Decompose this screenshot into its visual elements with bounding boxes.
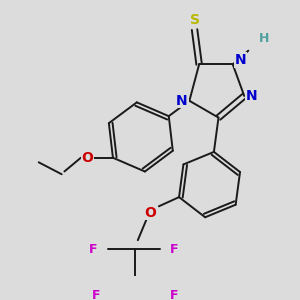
Text: O: O	[81, 151, 93, 165]
Text: H: H	[259, 32, 269, 45]
Text: F: F	[170, 243, 179, 256]
Text: N: N	[246, 89, 257, 103]
Text: S: S	[190, 14, 200, 27]
Text: F: F	[92, 289, 100, 300]
Text: F: F	[170, 289, 179, 300]
Text: N: N	[234, 53, 246, 67]
Text: F: F	[89, 243, 97, 256]
Text: O: O	[144, 206, 156, 220]
Text: N: N	[176, 94, 188, 108]
